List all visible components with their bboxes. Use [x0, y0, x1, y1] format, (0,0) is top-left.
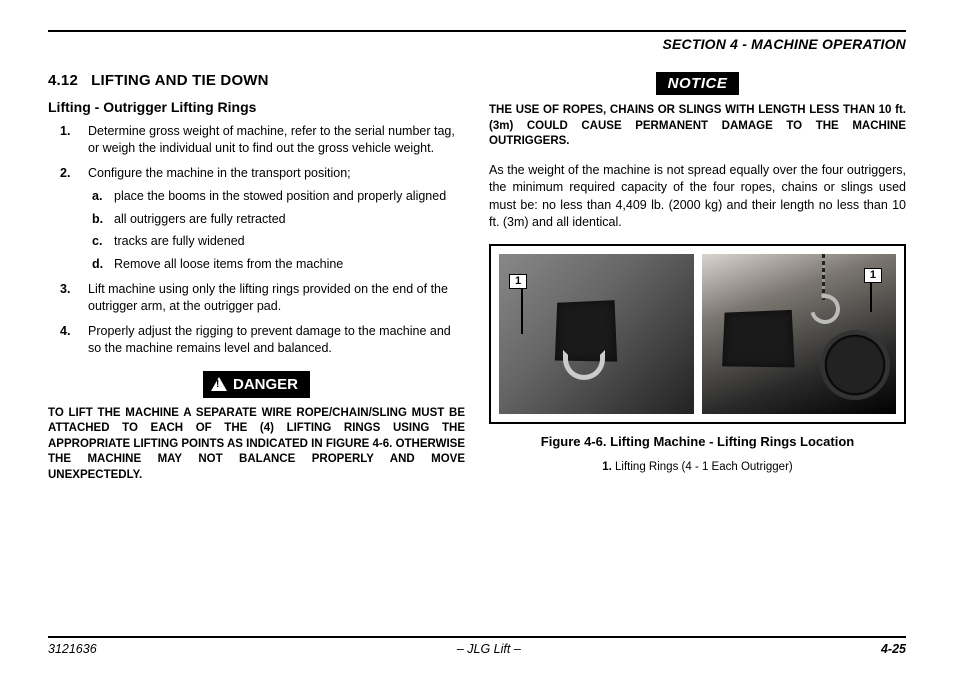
notice-label: NOTICE [656, 72, 740, 95]
step-4: 4.Properly adjust the rigging to prevent… [82, 323, 465, 357]
footer-center: – JLG Lift – [457, 642, 521, 656]
figure-legend: 1. Lifting Rings (4 - 1 Each Outrigger) [489, 461, 906, 473]
page-footer: 3121636 – JLG Lift – 4-25 [48, 636, 906, 656]
step-1: 1.Determine gross weight of machine, ref… [82, 123, 465, 157]
page-number: 4-25 [881, 642, 906, 656]
substep-a: a.place the booms in the stowed position… [114, 188, 465, 205]
substep-c: c.tracks are fully widened [114, 233, 465, 250]
right-column: NOTICE THE USE OF ROPES, CHAINS OR SLING… [489, 72, 906, 483]
notice-text: THE USE OF ROPES, CHAINS OR SLINGS WITH … [489, 103, 906, 150]
notice-callout: NOTICE [489, 72, 906, 95]
danger-callout: DANGER [48, 365, 465, 406]
substep-b: b.all outriggers are fully retracted [114, 211, 465, 228]
subsection-title: Lifting - Outrigger Lifting Rings [48, 99, 465, 115]
step-number: 1. [60, 123, 70, 140]
figure-photo-right: 1 [702, 254, 897, 414]
step-2: 2.Configure the machine in the transport… [82, 165, 465, 273]
substep-text: Remove all loose items from the machine [114, 257, 343, 271]
substep-text: place the booms in the stowed position a… [114, 189, 446, 203]
step-text: Determine gross weight of machine, refer… [88, 124, 455, 155]
callout-leader [521, 288, 523, 334]
section-title: 4.12 LIFTING AND TIE DOWN [48, 72, 465, 89]
footer-row: 3121636 – JLG Lift – 4-25 [48, 642, 906, 656]
step-text: Properly adjust the rigging to prevent d… [88, 324, 451, 355]
danger-label: DANGER [233, 376, 298, 393]
figure-caption: Figure 4-6. Lifting Machine - Lifting Ri… [489, 434, 906, 449]
step-text: Lift machine using only the lifting ring… [88, 282, 448, 313]
danger-text: TO LIFT THE MACHINE A SEPARATE WIRE ROPE… [48, 406, 465, 484]
left-column: 4.12 LIFTING AND TIE DOWN Lifting - Outr… [48, 72, 465, 483]
substep-d: d.Remove all loose items from the machin… [114, 256, 465, 273]
substep-letter: a. [92, 188, 102, 205]
legend-number: 1. [602, 461, 612, 473]
callout-label-1: 1 [864, 268, 882, 283]
photo-pad-shape [820, 330, 890, 400]
photo-hook-shape [804, 288, 845, 329]
rule-top [48, 30, 906, 32]
content-columns: 4.12 LIFTING AND TIE DOWN Lifting - Outr… [48, 72, 906, 483]
step-3: 3.Lift machine using only the lifting ri… [82, 281, 465, 315]
callout-leader [870, 282, 872, 312]
procedure-list: 1. Determine gross weight of machine, ref… [58, 123, 465, 357]
substep-text: tracks are fully widened [114, 234, 245, 248]
substep-letter: d. [92, 256, 103, 273]
section-header: SECTION 4 - MACHINE OPERATION [48, 36, 906, 52]
rule-bottom [48, 636, 906, 638]
section-number: 4.12 [48, 72, 78, 89]
substep-letter: b. [92, 211, 103, 228]
warning-triangle-icon [211, 377, 227, 391]
danger-label-box: DANGER [203, 371, 310, 398]
doc-number: 3121636 [48, 642, 97, 656]
body-paragraph: As the weight of the machine is not spre… [489, 162, 906, 232]
substep-text: all outriggers are fully retracted [114, 212, 286, 226]
callout-label-1: 1 [509, 274, 527, 289]
step-number: 3. [60, 281, 70, 298]
photo-bracket-shape [722, 309, 795, 367]
section-title-text: LIFTING AND TIE DOWN [91, 72, 269, 89]
substep-letter: c. [92, 233, 102, 250]
legend-text: Lifting Rings (4 - 1 Each Outrigger) [612, 461, 793, 473]
step-number: 2. [60, 165, 70, 182]
step-text: Configure the machine in the transport p… [88, 166, 351, 180]
figure-photo-left: 1 [499, 254, 694, 414]
photo-ring-shape [563, 350, 605, 380]
substep-list: a. place the booms in the stowed position… [88, 188, 465, 274]
step-number: 4. [60, 323, 70, 340]
figure-frame: 1 1 [489, 244, 906, 424]
